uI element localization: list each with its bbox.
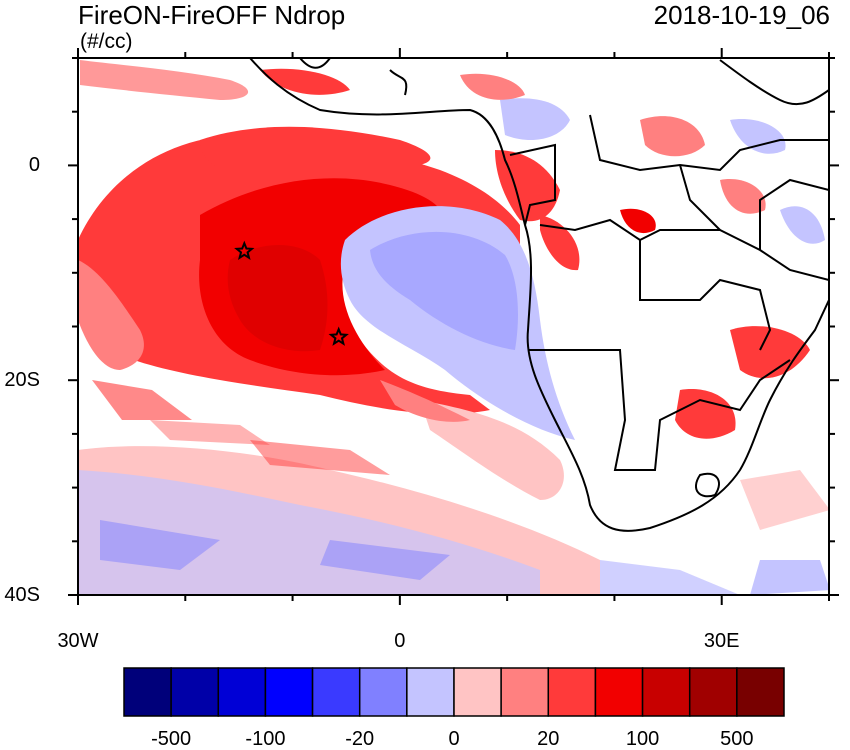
colorbar-swatch (688, 667, 738, 717)
colorbar-swatch (358, 667, 408, 717)
colorbar-label: 100 (625, 728, 660, 750)
colorbar-swatch (547, 667, 597, 717)
colorbar-label: 20 (537, 728, 560, 750)
colorbar-swatch (736, 667, 785, 717)
colorbar-swatch (311, 667, 361, 717)
marker-layer (234, 240, 349, 346)
star-marker (234, 240, 255, 261)
colorbar-swatch (641, 667, 691, 717)
datetime-label: 2018-10-19_06 (653, 0, 830, 30)
y-tick-label: 20S (4, 369, 40, 392)
colorbar-label: 500 (720, 728, 754, 750)
x-tick-label: 30W (57, 630, 99, 652)
units-label: (#/cc) (80, 30, 133, 53)
axis-ticks (68, 48, 839, 605)
y-tick-label: 40S (4, 584, 40, 606)
star-marker (328, 326, 349, 346)
y-tick-label: 0 (28, 154, 40, 177)
x-tick-label: 0 (394, 630, 406, 652)
colorbar-swatch (500, 667, 550, 717)
colorbar-swatch (123, 667, 172, 717)
colorbar (123, 667, 785, 717)
colorbar-label: -20 (345, 728, 375, 750)
colorbar-label: -500 (151, 728, 192, 750)
colorbar-swatch (594, 667, 644, 717)
data-field (78, 58, 829, 595)
colorbar-swatch (406, 667, 455, 717)
x-tick-label: 30E (703, 630, 740, 652)
coastlines (249, 58, 829, 532)
colorbar-label: -100 (245, 728, 286, 750)
map-title: FireON-FireOFF Ndrop (78, 0, 346, 30)
colorbar-label: 0 (448, 728, 460, 750)
colorbar-swatch (453, 667, 502, 717)
colorbar-swatch (217, 667, 267, 717)
colorbar-swatch (170, 667, 220, 717)
colorbar-swatch (264, 667, 314, 717)
